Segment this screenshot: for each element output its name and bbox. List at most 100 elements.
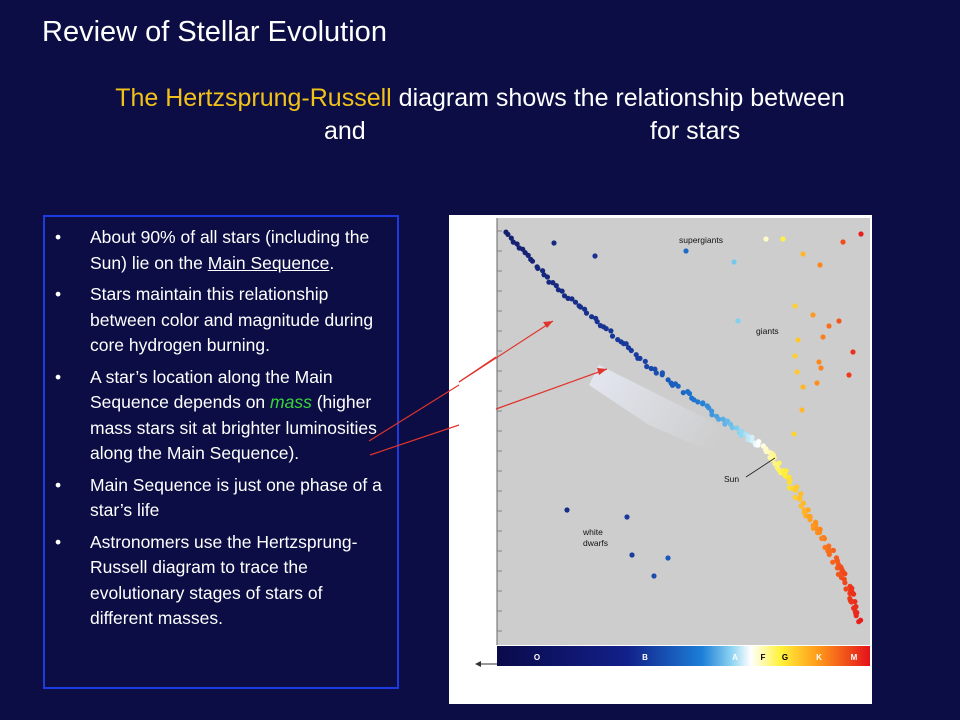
giant-star: [826, 323, 832, 329]
white-dwarf-star: [629, 552, 635, 558]
bullet-text: .: [329, 252, 335, 273]
bullet-text: About 90% of all stars (including the Su…: [90, 227, 370, 273]
main-sequence-star: [848, 599, 854, 605]
subtitle-highlight: The Hertzsprung-Russell: [115, 84, 392, 112]
bullet-mass: A star’s location along the Main Sequenc…: [45, 365, 387, 467]
x-axis-arrowhead: [475, 661, 481, 667]
main-sequence-star: [572, 299, 579, 305]
main-sequence-star: [830, 559, 836, 565]
main-sequence-star: [792, 494, 798, 500]
main-sequence-star: [851, 591, 857, 597]
giant-star: [814, 380, 820, 386]
main-sequence-star: [603, 326, 609, 332]
giant-star: [846, 372, 852, 378]
main-sequence-star: [776, 460, 782, 466]
main-sequence-star: [858, 617, 864, 623]
main-sequence-star: [734, 425, 740, 431]
bullet-main-sequence: About 90% of all stars (including the Su…: [45, 225, 387, 276]
main-sequence-star: [826, 543, 832, 549]
main-sequence-star: [569, 296, 575, 302]
giant-star: [792, 353, 798, 359]
supergiant-star: [551, 240, 557, 246]
main-sequence-star: [814, 530, 821, 536]
main-sequence-star: [553, 283, 559, 289]
main-sequence-star: [550, 280, 556, 286]
giant-star: [792, 303, 798, 309]
giant-star: [850, 349, 856, 355]
main-sequence-star: [853, 613, 859, 619]
giant-star: [799, 407, 805, 413]
main-sequence-star: [583, 310, 590, 316]
main-sequence-star: [565, 295, 571, 301]
main-sequence-star: [691, 397, 697, 403]
main-sequence-star: [559, 288, 565, 294]
main-sequence-star: [535, 265, 541, 271]
white-dwarf-star: [651, 573, 657, 579]
bullet-astronomers: Astronomers use the Hertzsprung-Russell …: [45, 530, 387, 632]
main-sequence-star: [787, 478, 793, 484]
supergiant-star: [731, 259, 737, 265]
main-sequence-link: Main Sequence: [207, 252, 330, 273]
spectral-label-o: O: [534, 653, 540, 662]
spectral-label-a: A: [732, 653, 738, 662]
subtitle-for-stars: for stars: [650, 117, 741, 145]
bullet-text: Stars maintain this relationship between…: [90, 284, 374, 355]
bullet-relationship: Stars maintain this relationship between…: [45, 282, 387, 359]
main-sequence-star: [700, 401, 706, 407]
giant-star: [794, 369, 800, 375]
white-dwarf-star: [624, 514, 630, 520]
main-sequence-star: [801, 507, 807, 513]
bullet-text: Main Sequence is just one phase of a sta…: [90, 474, 382, 521]
supergiant-star: [763, 236, 769, 242]
subtitle-and: and: [324, 117, 366, 145]
main-sequence-star: [665, 377, 671, 383]
main-sequence-star: [653, 370, 659, 376]
subtitle-rest: diagram shows the relationship between: [391, 84, 845, 112]
main-sequence-star: [695, 399, 701, 405]
main-sequence-star: [514, 241, 520, 247]
main-sequence-star: [589, 314, 595, 320]
main-sequence-star: [720, 416, 726, 422]
subtitle-line-1: The Hertzsprung-Russell diagram shows th…: [0, 84, 960, 113]
main-sequence-star: [582, 306, 588, 312]
main-sequence-star: [756, 439, 762, 445]
main-sequence-star: [849, 585, 855, 591]
supergiant-star: [858, 231, 864, 237]
supergiants-label: supergiants: [679, 235, 723, 245]
bullet-text: A star’s location along the Main Sequenc…: [90, 366, 333, 413]
main-sequence-star: [842, 571, 848, 577]
main-sequence-star: [642, 358, 648, 364]
main-sequence-star: [505, 231, 511, 237]
main-sequence-star: [644, 363, 650, 370]
supergiant-star: [592, 253, 598, 259]
main-sequence-star: [680, 390, 686, 396]
supergiant-star: [683, 248, 689, 254]
main-sequence-star: [763, 449, 769, 455]
main-sequence-star: [637, 355, 643, 361]
giant-star: [836, 318, 842, 324]
slide-title: Review of Stellar Evolution: [42, 16, 387, 48]
spectral-label-b: B: [642, 653, 648, 662]
giants-label: giants: [756, 326, 779, 336]
main-sequence-star: [608, 328, 614, 334]
bullet-text: Astronomers use the Hertzsprung-Russell …: [90, 531, 358, 629]
main-sequence-star: [525, 252, 531, 258]
star-points: [503, 229, 864, 625]
main-sequence-star: [793, 487, 799, 493]
main-sequence-star: [628, 347, 634, 354]
main-sequence-glow: [589, 365, 749, 453]
main-sequence-star: [738, 432, 744, 438]
mass-word: mass: [270, 392, 312, 412]
main-sequence-star: [841, 576, 847, 582]
main-sequence-star: [594, 319, 600, 325]
white-dwarfs-label-1: white: [582, 527, 603, 537]
supergiant-star: [840, 239, 846, 245]
spectral-bar: [497, 646, 870, 666]
main-sequence-star: [738, 428, 744, 434]
spectral-label-k: K: [816, 653, 822, 662]
main-sequence-star: [807, 514, 813, 520]
main-sequence-star: [561, 293, 568, 299]
giant-star: [800, 384, 806, 390]
giant-star: [791, 431, 797, 437]
main-sequence-star: [819, 535, 825, 541]
